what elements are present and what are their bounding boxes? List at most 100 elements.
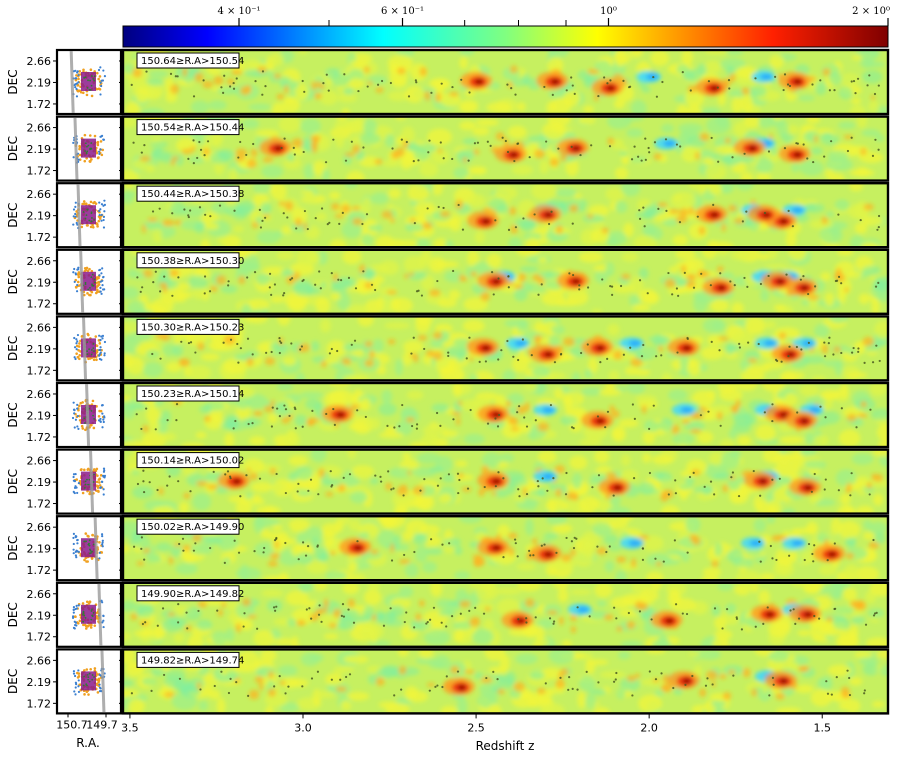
galaxy-point — [856, 77, 860, 80]
galaxy-point — [99, 417, 102, 421]
galaxy-point — [711, 683, 714, 686]
field-texture — [585, 659, 609, 666]
field-texture — [757, 253, 770, 261]
field-texture — [195, 431, 207, 439]
field-texture — [803, 202, 825, 213]
field-texture — [470, 271, 477, 277]
field-texture — [161, 618, 184, 632]
galaxy-point — [458, 478, 461, 482]
field-texture — [822, 67, 831, 76]
galaxy-point — [599, 361, 602, 364]
field-texture — [270, 399, 275, 407]
field-texture — [543, 532, 559, 540]
field-texture — [271, 479, 293, 497]
field-texture — [139, 155, 151, 162]
field-texture — [200, 239, 211, 248]
galaxy-point — [640, 355, 644, 358]
galaxy-point — [833, 542, 836, 545]
galaxy-point — [72, 208, 76, 211]
galaxy-point — [245, 474, 248, 477]
galaxy-point — [638, 209, 641, 212]
galaxy-point — [72, 473, 76, 476]
galaxy-point — [719, 272, 722, 275]
galaxy-point — [661, 80, 664, 84]
field-texture — [453, 338, 471, 346]
field-texture — [348, 560, 358, 572]
field-texture — [511, 164, 534, 176]
field-texture — [469, 356, 474, 362]
galaxy-point — [572, 546, 576, 550]
field-texture — [821, 216, 828, 225]
galaxy-point — [152, 281, 155, 284]
field-texture — [616, 688, 626, 699]
field-texture — [871, 297, 880, 314]
field-texture — [235, 500, 253, 514]
field-texture — [123, 337, 140, 354]
field-texture — [605, 471, 617, 479]
field-texture — [334, 421, 339, 429]
galaxy-point — [168, 475, 171, 478]
galaxy-point — [872, 538, 875, 542]
field-texture — [272, 524, 283, 531]
galaxy-point — [473, 142, 477, 145]
field-texture — [213, 75, 224, 86]
field-texture — [188, 275, 208, 289]
field-texture — [827, 150, 849, 163]
field-texture — [760, 289, 770, 302]
field-texture — [342, 343, 363, 352]
galaxy-point — [75, 87, 78, 91]
field-texture — [420, 433, 440, 447]
galaxy-point — [393, 426, 396, 429]
field-texture — [844, 564, 859, 581]
galaxy-point — [665, 209, 668, 212]
galaxy-point — [502, 556, 505, 559]
galaxy-point — [220, 86, 223, 89]
galaxy-point — [283, 404, 286, 407]
overdense-region — [776, 278, 785, 285]
field-texture — [295, 217, 302, 228]
field-texture — [455, 588, 468, 604]
galaxy-point — [222, 91, 225, 94]
galaxy-point — [802, 143, 805, 146]
galaxy-point — [76, 280, 80, 284]
galaxy-point — [74, 77, 77, 80]
field-texture — [315, 212, 327, 222]
field-texture — [605, 187, 625, 201]
field-texture — [298, 477, 321, 493]
galaxy-point — [100, 213, 103, 217]
field-texture — [870, 408, 888, 421]
field-texture — [725, 603, 737, 615]
galaxy-dots — [141, 602, 878, 631]
field-texture — [507, 125, 527, 139]
ra-slice-line — [82, 317, 88, 380]
field-texture — [220, 284, 238, 294]
field-texture — [837, 520, 861, 539]
galaxy-point — [439, 477, 442, 480]
field-texture — [309, 613, 319, 622]
field-texture — [876, 424, 888, 441]
field-texture — [324, 390, 347, 409]
galaxy-point — [510, 87, 513, 90]
field-texture — [183, 492, 191, 499]
ra-slice-line — [69, 50, 75, 114]
galaxy-point — [789, 609, 792, 612]
galaxy-point — [247, 694, 250, 698]
galaxy-point — [72, 548, 75, 551]
galaxy-point — [100, 79, 103, 82]
field-texture — [475, 583, 499, 601]
galaxy-point — [676, 351, 679, 354]
field-texture — [516, 405, 527, 415]
galaxy-point — [278, 351, 281, 355]
galaxy-point — [158, 207, 161, 210]
field-texture — [248, 689, 260, 700]
field-texture — [436, 598, 453, 609]
galaxy-point — [579, 153, 582, 157]
galaxy-point — [696, 215, 699, 218]
field-texture — [473, 149, 480, 156]
galaxy-point — [485, 676, 488, 680]
field-texture — [641, 488, 661, 495]
galaxy-point — [869, 408, 872, 411]
field-texture — [686, 105, 702, 114]
galaxy-point — [648, 670, 651, 673]
